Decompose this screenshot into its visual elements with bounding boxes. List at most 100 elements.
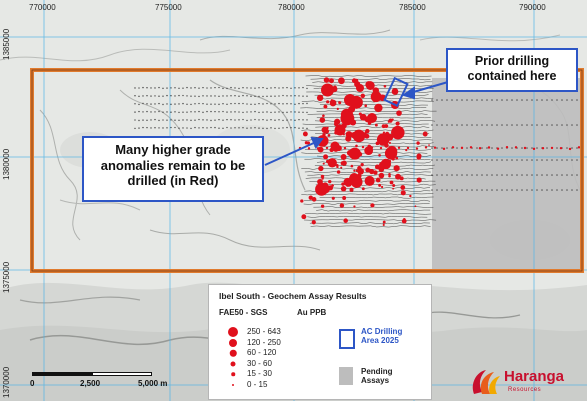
coord-left-2: 1380000 (2, 148, 11, 180)
sample-point (174, 87, 176, 89)
sample-point (158, 95, 160, 97)
sample-point (202, 95, 204, 97)
sample-point (266, 95, 268, 98)
anomaly-point (327, 158, 337, 168)
anomaly-point (371, 181, 374, 184)
sample-point (546, 99, 548, 101)
sample-point (561, 159, 563, 161)
anomaly-point (345, 135, 352, 142)
sample-point (546, 147, 548, 149)
anomaly-point (414, 205, 417, 208)
sample-line (315, 187, 431, 189)
anomaly-point (323, 104, 328, 109)
anomaly-point (340, 154, 347, 160)
anomaly-point (356, 84, 364, 92)
anomaly-point (334, 147, 338, 150)
sample-point (174, 103, 176, 105)
coord-left-1: 1385000 (2, 28, 11, 60)
anomaly-point (323, 154, 329, 160)
sample-point (222, 103, 224, 105)
sample-point (266, 102, 268, 105)
anomaly-point (348, 175, 355, 181)
sample-point (566, 174, 568, 176)
sample-point (561, 189, 563, 191)
anomaly-point (374, 123, 378, 127)
sample-line (301, 151, 428, 154)
sample-point (262, 127, 264, 130)
sample-point (481, 124, 483, 126)
anomaly-point (416, 155, 422, 160)
anomaly-point (329, 99, 337, 107)
sample-point (536, 174, 538, 176)
anomaly-point (326, 159, 330, 163)
sample-point (471, 124, 473, 126)
sample-point (274, 87, 276, 89)
anomaly-point (392, 183, 396, 187)
anomaly-point (361, 187, 365, 191)
sample-point (186, 127, 188, 129)
sample-point (556, 189, 558, 191)
sample-point (234, 111, 236, 113)
anomaly-point (487, 146, 491, 149)
sample-point (278, 95, 280, 97)
sample-point (186, 86, 188, 89)
sample-point (214, 126, 216, 129)
sample-point (218, 127, 220, 129)
sample-point (471, 174, 473, 176)
sample-point (258, 111, 260, 114)
sample-point (146, 126, 148, 129)
anomaly-point (308, 195, 313, 200)
sample-point (302, 111, 304, 113)
sample-point (546, 189, 548, 191)
sample-point (446, 147, 448, 149)
sample-point (142, 95, 144, 97)
sample-point (266, 111, 268, 113)
sample-point (511, 189, 513, 191)
sample-point (571, 159, 573, 161)
sample-point (166, 94, 168, 97)
anomaly-point (391, 88, 399, 95)
sample-line (311, 136, 432, 138)
sample-point (531, 159, 533, 161)
sample-point (158, 110, 160, 113)
anomaly-point (331, 196, 335, 200)
sample-point (238, 87, 240, 90)
sample-point (274, 95, 276, 97)
anomaly-point (389, 180, 394, 185)
anomaly-point (318, 165, 324, 172)
sample-point (506, 124, 508, 126)
coord-top-4: 785000 (399, 3, 426, 12)
sample-point (456, 124, 458, 126)
sample-point (521, 174, 523, 176)
anomaly-point (343, 218, 348, 223)
anomaly-point (392, 187, 395, 190)
sample-point (536, 99, 538, 101)
sample-point (218, 118, 220, 121)
coord-top-3: 780000 (278, 3, 305, 12)
sample-point (521, 189, 523, 191)
sample-point (541, 174, 543, 176)
sample-point (571, 174, 573, 176)
coord-top-2: 775000 (155, 3, 182, 12)
sample-point (511, 124, 513, 126)
sample-point (461, 99, 463, 101)
sample-point (278, 119, 280, 121)
sample-line (305, 75, 432, 77)
legend-range-row: 30 - 60 (219, 359, 329, 369)
sample-point (226, 103, 228, 106)
sample-point (571, 189, 573, 191)
sample-point (571, 124, 573, 126)
anomaly-point (325, 146, 329, 150)
sample-point (526, 189, 528, 191)
sample-point (290, 87, 292, 89)
legend-range-label: 120 - 250 (247, 337, 281, 347)
sample-point (266, 127, 268, 130)
sample-point (202, 102, 204, 105)
sample-point (441, 189, 443, 191)
sample-point (138, 103, 140, 106)
anomaly-point (306, 141, 311, 145)
anomaly-point (451, 146, 455, 149)
haranga-logo: Haranga Resources (466, 366, 584, 398)
sample-point (210, 119, 212, 122)
